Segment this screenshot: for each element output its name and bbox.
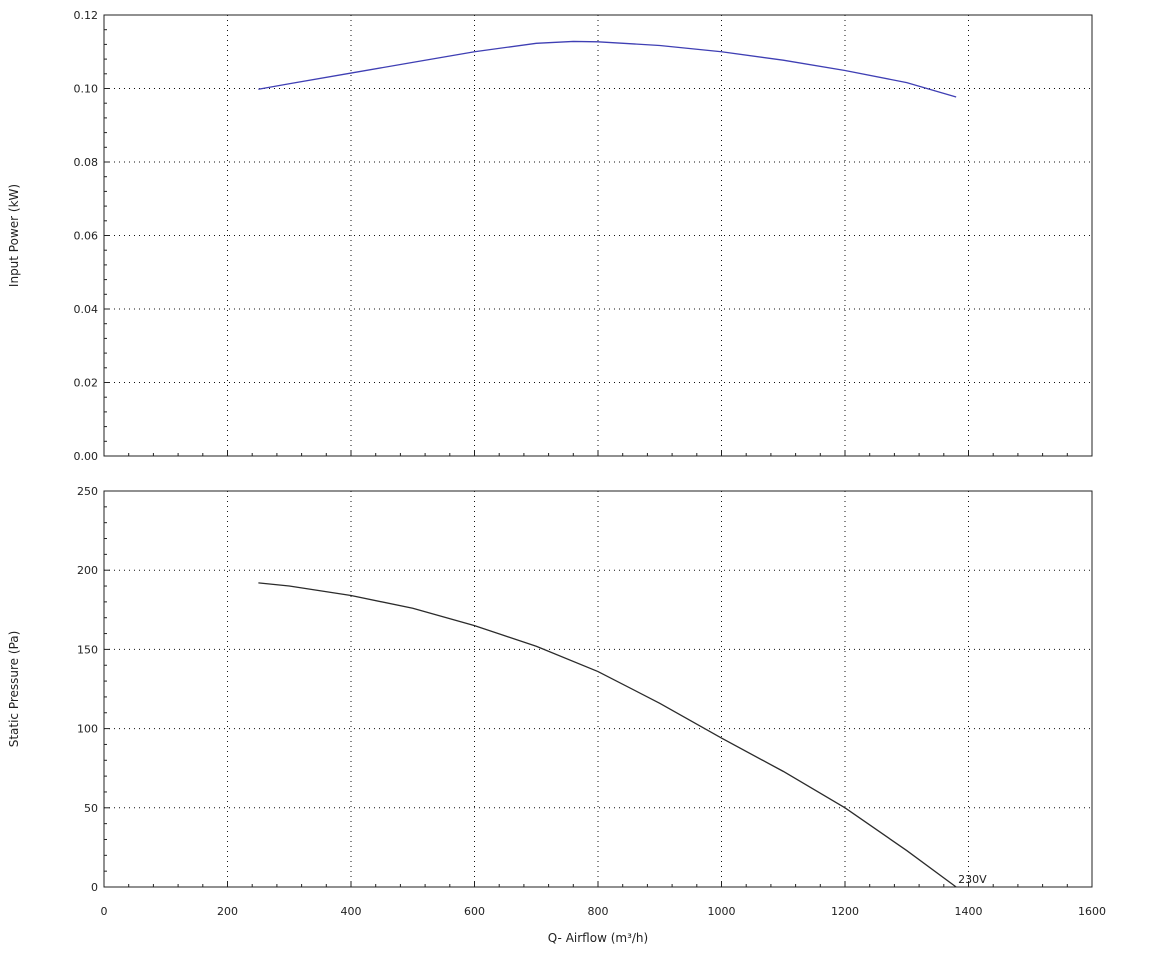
x-tick-label: 0 xyxy=(101,905,108,918)
x-axis-title: Q- Airflow (m³/h) xyxy=(548,931,648,945)
panel-power: 0.00 0.02 0.04 0.06 0.08 0.10 0.12 Input Power … xyxy=(7,9,1093,463)
x-tick-label: 600 xyxy=(464,905,485,918)
plot-frame xyxy=(103,14,1093,457)
x-tick-label: 400 xyxy=(341,905,362,918)
plot-frame xyxy=(103,490,1093,888)
y-axis-title: Input Power (kW) xyxy=(7,184,21,287)
x-tick-label: 1200 xyxy=(831,905,859,918)
y-tick-label: 0 xyxy=(91,881,98,894)
series-line-power xyxy=(258,40,957,98)
y-tick-label: 0.06 xyxy=(74,230,99,243)
y-axis-title: Static Pressure (Pa) xyxy=(7,631,21,748)
y-tick-label: 0.12 xyxy=(74,9,99,22)
x-tick-label: 1600 xyxy=(1078,905,1106,918)
x-tick-label: 200 xyxy=(217,905,238,918)
x-tick-label: 800 xyxy=(588,905,609,918)
y-tick-label: 250 xyxy=(77,485,98,498)
y-tick-label: 100 xyxy=(77,723,98,736)
y-tick-label: 0.02 xyxy=(74,377,99,390)
y-tick-label: 150 xyxy=(77,643,98,656)
series-line-pressure xyxy=(258,582,957,888)
y-tick-label: 50 xyxy=(84,802,98,815)
y-tick-label: 200 xyxy=(77,564,98,577)
y-tick-label: 0.04 xyxy=(74,303,99,316)
y-tick-label: 0.00 xyxy=(74,450,99,463)
panel-pressure: 0 50 100 150 200 250 Static Pressure (Pa) 230V xyxy=(7,485,1093,894)
x-axis: 0 200 400 600 800 1000 1200 1400 1600 Q- Airflow … xyxy=(101,905,1107,945)
y-tick-label: 0.08 xyxy=(74,156,99,169)
series-annotation-label: 230V xyxy=(958,873,987,886)
y-tick-label: 0.10 xyxy=(74,83,99,96)
x-tick-label: 1400 xyxy=(955,905,983,918)
x-tick-label: 1000 xyxy=(708,905,736,918)
